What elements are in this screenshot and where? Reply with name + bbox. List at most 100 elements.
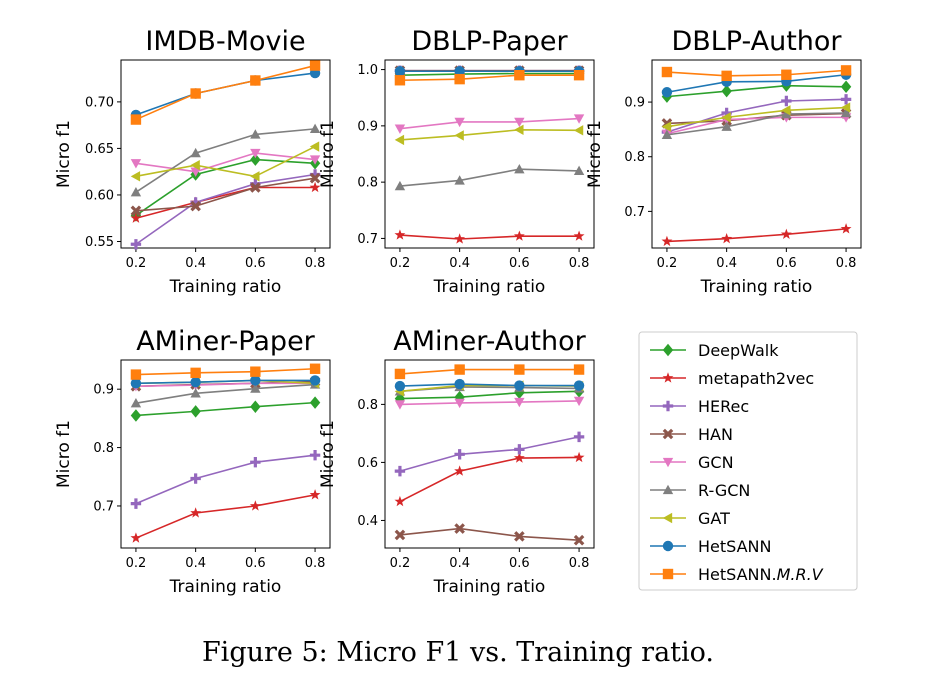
plot-frame — [120, 59, 331, 249]
y-axis-label: Micro f1 — [54, 120, 74, 188]
data-point — [454, 117, 465, 128]
data-point — [130, 171, 141, 182]
data-point — [573, 230, 585, 241]
y-axis-label: Micro f1 — [318, 120, 338, 188]
x-axis-label: Training ratio — [169, 277, 282, 297]
y-tick-label: 0.9 — [624, 96, 645, 111]
x-tick-label: 0.2 — [126, 556, 147, 571]
plot-frame — [384, 359, 595, 549]
series-line — [135, 454, 316, 505]
data-point — [840, 94, 852, 105]
x-tick-label: 0.6 — [776, 256, 797, 271]
y-tick-label: 0.70 — [85, 95, 114, 110]
data-point — [130, 205, 142, 217]
data-point — [840, 80, 852, 94]
y-tick-label: 1.0 — [357, 63, 378, 78]
data-point — [781, 69, 792, 80]
data-point — [721, 121, 732, 131]
data-point — [454, 378, 465, 390]
series-metapath2vec — [130, 489, 321, 543]
x-tick-label: 0.4 — [185, 256, 206, 271]
x-tick-label: 0.4 — [449, 556, 470, 571]
chart-aminer-paper: AMiner-Paper 0.2 0.4 0.6 0.8 0.7 0.8 0.9 Trainin… — [54, 326, 331, 597]
data-point — [309, 375, 321, 386]
data-point — [250, 75, 261, 86]
legend-item-hetsann_mrv: HetSANN.M.R.V — [650, 565, 824, 584]
data-point — [454, 398, 465, 409]
data-point — [573, 451, 585, 463]
data-point — [130, 114, 142, 125]
data-point — [573, 125, 584, 136]
data-point — [250, 129, 261, 139]
data-point — [661, 129, 673, 140]
data-point — [394, 75, 406, 86]
data-point — [721, 84, 732, 98]
data-point — [514, 380, 525, 391]
legend-label-text: HetSANN — [698, 537, 771, 556]
series-line — [666, 73, 847, 94]
legend-marker — [662, 372, 674, 383]
legend-marker — [662, 428, 674, 440]
data-point — [454, 130, 464, 141]
data-point — [573, 364, 585, 375]
legend-label: HetSANN.M.R.V — [698, 565, 824, 584]
legend-item-herec: HERec — [650, 397, 749, 416]
data-point — [190, 388, 201, 398]
y-tick-label: 0.8 — [624, 150, 645, 165]
legend-label: GAT — [698, 509, 730, 528]
series-line — [135, 145, 316, 178]
data-point — [513, 452, 525, 463]
y-axis-label: Micro f1 — [318, 420, 338, 488]
x-axis-label: Training ratio — [700, 277, 813, 297]
data-point — [514, 69, 525, 81]
data-point — [514, 163, 525, 174]
data-point — [781, 108, 792, 119]
y-axis-label: Micro f1 — [585, 120, 605, 188]
data-point — [309, 172, 321, 184]
series-gcn — [394, 114, 585, 134]
data-point — [394, 368, 406, 380]
y-tick-label: 0.55 — [85, 235, 114, 250]
data-point — [250, 375, 261, 386]
data-point — [190, 167, 201, 177]
series-metapath2vec — [394, 229, 585, 244]
data-point — [573, 534, 585, 546]
data-point — [250, 366, 261, 377]
data-point — [190, 88, 201, 99]
x-tick-label: 0.4 — [449, 256, 470, 271]
series-line — [399, 168, 580, 187]
data-point — [309, 141, 320, 152]
data-point — [781, 95, 792, 107]
legend-marker — [662, 540, 674, 552]
series-line — [135, 177, 316, 212]
plot-frame — [384, 59, 595, 249]
y-tick-label: 0.9 — [357, 119, 378, 134]
data-point — [394, 529, 406, 541]
data-point — [309, 396, 321, 409]
data-point — [130, 159, 142, 169]
legend-item-gcn: GCN — [650, 453, 734, 472]
data-point — [394, 66, 406, 77]
data-point — [190, 507, 202, 518]
series-han — [130, 172, 321, 217]
y-tick-label: 0.8 — [357, 176, 378, 191]
legend: DeepWalk metapath2vec HERec HAN GCN R-GCN GAT H… — [638, 331, 858, 591]
data-point — [514, 444, 525, 455]
data-point — [781, 105, 791, 116]
series-metapath2vec — [130, 181, 321, 223]
legend-label-text: metapath2vec — [698, 369, 814, 388]
data-point — [309, 60, 321, 71]
series-gcn — [661, 113, 852, 139]
chart-panels: IMDB-Movie 0.2 0.4 0.6 0.8 0.55 0.60 0.65 0.70 Tr… — [54, 26, 862, 597]
data-point — [190, 405, 201, 418]
legend-label: HetSANN — [698, 537, 771, 556]
data-point — [514, 117, 525, 128]
chart-title: IMDB-Movie — [145, 26, 305, 57]
data-point — [394, 400, 406, 410]
series-line — [399, 383, 580, 387]
data-point — [840, 107, 852, 118]
data-point — [573, 431, 585, 443]
legend-label-text: HAN — [698, 425, 733, 444]
data-point — [190, 473, 201, 484]
